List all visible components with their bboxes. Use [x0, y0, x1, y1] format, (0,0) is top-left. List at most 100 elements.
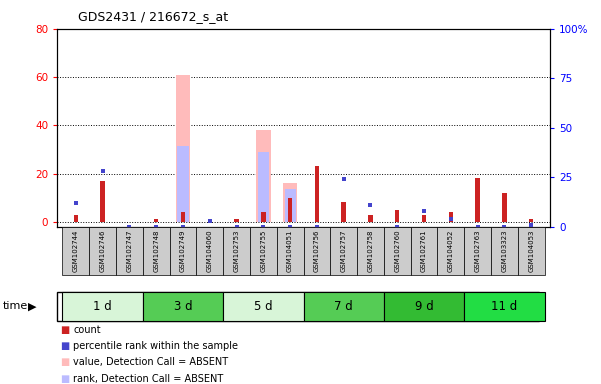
Bar	[234, 219, 239, 222]
Point	[499, 223, 509, 230]
Bar	[258, 152, 269, 222]
Text: GSM102757: GSM102757	[341, 230, 347, 272]
FancyBboxPatch shape	[518, 227, 545, 275]
Text: time: time	[3, 301, 28, 311]
Point	[124, 223, 134, 230]
Bar	[282, 183, 297, 222]
Bar	[261, 212, 266, 222]
Text: value, Detection Call = ABSENT: value, Detection Call = ABSENT	[73, 358, 228, 367]
Point	[365, 202, 375, 208]
FancyBboxPatch shape	[304, 292, 384, 321]
Text: 7 d: 7 d	[334, 300, 353, 313]
FancyBboxPatch shape	[491, 227, 518, 275]
Text: GSM102749: GSM102749	[180, 230, 186, 272]
Point	[446, 215, 456, 222]
Bar	[422, 215, 426, 222]
Text: GSM104052: GSM104052	[448, 230, 454, 272]
Bar	[154, 219, 159, 222]
Point	[419, 208, 429, 214]
Point	[339, 176, 349, 182]
Text: GSM102746: GSM102746	[100, 230, 106, 272]
FancyBboxPatch shape	[116, 227, 143, 275]
Point	[258, 223, 268, 230]
FancyBboxPatch shape	[63, 292, 143, 321]
Bar	[175, 74, 191, 222]
Bar	[288, 198, 292, 222]
Bar	[285, 189, 296, 222]
FancyBboxPatch shape	[304, 227, 331, 275]
Text: GSM102761: GSM102761	[421, 230, 427, 272]
Bar	[529, 219, 533, 222]
Text: ■: ■	[60, 358, 69, 367]
Point	[312, 223, 322, 230]
Text: 9 d: 9 d	[415, 300, 433, 313]
Text: GSM102747: GSM102747	[126, 230, 132, 272]
FancyBboxPatch shape	[143, 227, 169, 275]
FancyBboxPatch shape	[438, 227, 464, 275]
Text: 1 d: 1 d	[93, 300, 112, 313]
Bar	[395, 210, 400, 222]
FancyBboxPatch shape	[250, 227, 276, 275]
Text: ▶: ▶	[28, 301, 37, 311]
Text: 5 d: 5 d	[254, 300, 273, 313]
Text: ■: ■	[60, 325, 69, 335]
Text: GSM103323: GSM103323	[501, 230, 507, 272]
Text: ■: ■	[60, 374, 69, 384]
Text: GSM102753: GSM102753	[234, 230, 240, 272]
FancyBboxPatch shape	[464, 292, 545, 321]
FancyBboxPatch shape	[63, 227, 89, 275]
Point	[71, 200, 81, 206]
Point	[151, 223, 161, 230]
Text: GSM102763: GSM102763	[475, 230, 481, 272]
Text: GSM104060: GSM104060	[207, 230, 213, 272]
Text: GSM102748: GSM102748	[153, 230, 159, 272]
Point	[178, 223, 188, 230]
FancyBboxPatch shape	[410, 227, 438, 275]
FancyBboxPatch shape	[223, 292, 304, 321]
Text: ■: ■	[60, 341, 69, 351]
Text: rank, Detection Call = ABSENT: rank, Detection Call = ABSENT	[73, 374, 224, 384]
FancyBboxPatch shape	[331, 227, 357, 275]
Bar	[181, 212, 185, 222]
FancyBboxPatch shape	[357, 227, 384, 275]
Bar	[315, 166, 319, 222]
FancyBboxPatch shape	[143, 292, 223, 321]
Text: GSM102758: GSM102758	[367, 230, 373, 272]
Text: 3 d: 3 d	[174, 300, 192, 313]
Text: count: count	[73, 325, 101, 335]
Text: GDS2431 / 216672_s_at: GDS2431 / 216672_s_at	[78, 10, 228, 23]
FancyBboxPatch shape	[223, 227, 250, 275]
Bar	[74, 215, 78, 222]
Point	[473, 223, 483, 230]
Bar	[368, 215, 373, 222]
Text: GSM102756: GSM102756	[314, 230, 320, 272]
Point	[98, 168, 108, 174]
Bar	[177, 146, 189, 222]
Bar	[341, 202, 346, 222]
Text: percentile rank within the sample: percentile rank within the sample	[73, 341, 239, 351]
Bar	[207, 219, 212, 222]
Bar	[256, 130, 270, 222]
Text: GSM102760: GSM102760	[394, 230, 400, 272]
FancyBboxPatch shape	[89, 227, 116, 275]
FancyBboxPatch shape	[197, 227, 223, 275]
FancyBboxPatch shape	[464, 227, 491, 275]
Text: GSM104051: GSM104051	[287, 230, 293, 272]
Text: GSM102755: GSM102755	[260, 230, 266, 272]
Point	[526, 222, 536, 228]
Bar	[502, 193, 507, 222]
Point	[205, 218, 215, 224]
FancyBboxPatch shape	[276, 227, 304, 275]
Bar	[100, 181, 105, 222]
Point	[285, 223, 295, 230]
Text: GSM104053: GSM104053	[528, 230, 534, 272]
Bar	[448, 212, 453, 222]
Point	[392, 223, 402, 230]
FancyBboxPatch shape	[169, 227, 197, 275]
FancyBboxPatch shape	[384, 227, 410, 275]
Point	[232, 223, 242, 230]
Bar	[475, 178, 480, 222]
Text: GSM102744: GSM102744	[73, 230, 79, 272]
Text: 11 d: 11 d	[491, 300, 517, 313]
FancyBboxPatch shape	[384, 292, 464, 321]
